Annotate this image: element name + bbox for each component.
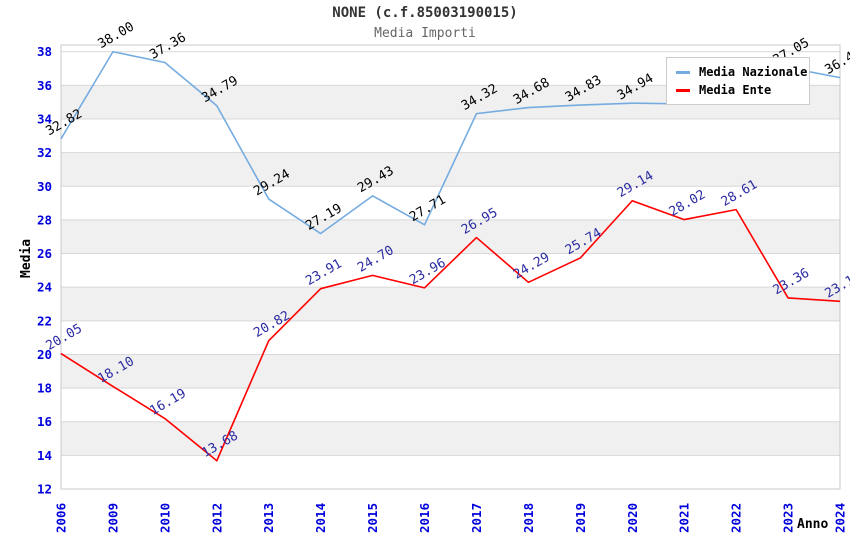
x-tick-label: 2019 xyxy=(573,503,588,533)
point-label: 16.19 xyxy=(147,386,188,419)
x-axis-title: Anno xyxy=(797,517,829,532)
x-tick-label: 2012 xyxy=(209,503,224,533)
y-tick-label: 20 xyxy=(37,347,52,362)
x-tick-label: 2017 xyxy=(469,503,484,533)
x-tick-label: 2021 xyxy=(677,503,692,533)
x-tick-label: 2006 xyxy=(54,503,69,533)
x-tick-label: 2014 xyxy=(313,503,328,533)
x-tick-label: 2009 xyxy=(105,503,120,533)
y-tick-label: 24 xyxy=(37,280,52,295)
y-tick-label: 12 xyxy=(37,482,52,497)
grid-band xyxy=(61,421,840,456)
y-tick-label: 38 xyxy=(37,44,52,59)
legend-item-media-ente: Media Ente xyxy=(676,81,809,99)
y-tick-label: 14 xyxy=(37,448,52,463)
x-tick-label: 2016 xyxy=(417,503,432,533)
y-tick-label: 22 xyxy=(37,313,52,328)
legend: Media Nazionale Media Ente xyxy=(666,57,810,105)
legend-label-media-nazionale: Media Nazionale xyxy=(699,65,808,79)
x-tick-label: 2020 xyxy=(625,503,640,533)
chart-title: NONE (c.f.85003190015) xyxy=(332,5,518,21)
media-ente-line-swatch xyxy=(676,88,690,92)
x-tick-label: 2015 xyxy=(365,503,380,533)
media-nazionale-line-swatch xyxy=(676,70,690,74)
grid-band xyxy=(61,219,840,254)
plot-border xyxy=(60,44,841,490)
grid-band xyxy=(61,287,840,321)
point-label: 24.29 xyxy=(511,250,552,283)
point-label: 23.96 xyxy=(407,256,448,289)
x-tick-label: 2023 xyxy=(781,503,796,533)
y-tick-label: 36 xyxy=(37,78,52,93)
x-tick-label: 2024 xyxy=(833,503,848,533)
y-tick-label: 28 xyxy=(37,212,52,227)
legend-item-media-nazionale: Media Nazionale xyxy=(676,63,809,81)
x-tick-label: 2013 xyxy=(261,503,276,533)
x-tick-label: 2010 xyxy=(157,503,172,533)
point-label: 28.02 xyxy=(667,187,708,220)
y-tick-label: 34 xyxy=(37,112,52,127)
x-tick-label: 2022 xyxy=(729,503,744,533)
media-ente-line xyxy=(60,199,841,462)
y-tick-label: 32 xyxy=(37,145,52,160)
grid-band xyxy=(61,354,840,389)
y-tick-label: 26 xyxy=(37,246,52,261)
y-tick-label: 16 xyxy=(37,414,52,429)
y-axis-title: Media xyxy=(19,238,34,278)
chart-subtitle: Media Importi xyxy=(374,26,476,41)
y-tick-label: 18 xyxy=(37,381,52,396)
y-tick-label: 30 xyxy=(37,179,52,194)
point-label: 23.16 xyxy=(823,269,850,302)
legend-label-media-ente: Media Ente xyxy=(699,83,772,97)
point-label: 36.46 xyxy=(823,45,850,78)
x-tick-label: 2018 xyxy=(521,503,536,533)
